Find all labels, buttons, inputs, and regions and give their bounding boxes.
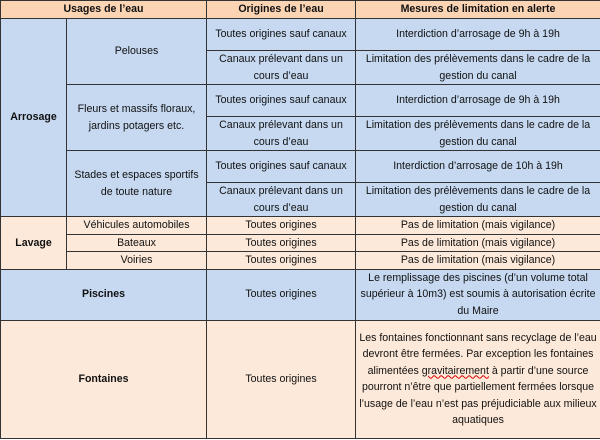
origin-cell: Toutes origines sauf canaux bbox=[206, 150, 356, 183]
measure-cell: Interdiction d’arrosage de 10h à 19h bbox=[355, 150, 600, 183]
usage-cell: Pelouses bbox=[66, 18, 207, 85]
measure-cell: Interdiction d’arrosage de 9h à 19h bbox=[355, 18, 600, 51]
table-row: Stades et espaces sportifs de toute natu… bbox=[1, 150, 600, 217]
table-row: Lavage Véhicules automobiles Toutes orig… bbox=[0, 216, 600, 270]
usage-cell: Bateaux bbox=[66, 233, 207, 252]
measure-cell: Pas de limitation (mais vigilance) bbox=[355, 233, 600, 252]
origin-cell: Toutes origines bbox=[206, 233, 356, 252]
measure-cell: Interdiction d’arrosage de 9h à 19h bbox=[355, 84, 600, 117]
header-usages: Usages de l’eau bbox=[0, 0, 207, 19]
origin-cell: Canaux prélevant dans un cours d’eau bbox=[206, 116, 356, 151]
origin-cell: Canaux prélevant dans un cours d’eau bbox=[206, 182, 356, 217]
origin-cell: Toutes origines bbox=[206, 216, 356, 235]
measure-cell: Les fontaines fonctionnant sans recyclag… bbox=[355, 319, 600, 439]
spelling-flagged-word: gravitairement bbox=[421, 364, 489, 377]
measure-cell: Limitation des prélèvements dans le cadr… bbox=[355, 50, 600, 85]
usage-cell: Véhicules automobiles bbox=[66, 216, 207, 235]
measure-text: Les fontaines fonctionnant sans recyclag… bbox=[359, 331, 597, 377]
origin-cell: Toutes origines sauf canaux bbox=[206, 18, 356, 51]
measure-cell: Pas de limitation (mais vigilance) bbox=[355, 251, 600, 270]
table-row: Canaux prélevant dans un cours d’eau Lim… bbox=[1, 50, 600, 85]
origin-cell: Toutes origines bbox=[206, 319, 356, 439]
category-lavage: Lavage bbox=[0, 216, 67, 270]
table-row: Fontaines Toutes origines Les fontaines … bbox=[0, 319, 600, 439]
table-row: Arrosage Pelouses Toutes origines sauf c… bbox=[0, 18, 600, 217]
table-row: Canaux prélevant dans un cours d’eau Lim… bbox=[1, 116, 600, 151]
table-row: Canaux prélevant dans un cours d’eau Lim… bbox=[1, 182, 600, 217]
measure-cell: Limitation des prélèvements dans le cadr… bbox=[355, 116, 600, 151]
table-row: Voiries Toutes origines Pas de limitatio… bbox=[1, 251, 600, 270]
table-row: Bateaux Toutes origines Pas de limitatio… bbox=[1, 233, 600, 252]
usage-cell: Voiries bbox=[66, 251, 207, 270]
measure-cell: Limitation des prélèvements dans le cadr… bbox=[355, 182, 600, 217]
category-fontaines: Fontaines bbox=[0, 319, 207, 439]
header-row: Usages de l’eau Origines de l’eau Mesure… bbox=[0, 0, 600, 19]
table-row: Fleurs et massifs floraux, jardins potag… bbox=[1, 84, 600, 151]
origin-cell: Canaux prélevant dans un cours d’eau bbox=[206, 50, 356, 85]
category-piscines: Piscines bbox=[0, 268, 207, 321]
measure-cell: Pas de limitation (mais vigilance) bbox=[355, 216, 600, 235]
measure-cell: Le remplissage des piscines (d’un volume… bbox=[355, 268, 600, 321]
usage-cell: Stades et espaces sportifs de toute natu… bbox=[66, 150, 207, 217]
origin-cell: Toutes origines bbox=[206, 268, 356, 321]
header-origines: Origines de l’eau bbox=[206, 0, 356, 19]
header-mesures: Mesures de limitation en alerte bbox=[355, 0, 600, 19]
category-arrosage: Arrosage bbox=[0, 18, 67, 217]
origin-cell: Toutes origines bbox=[206, 251, 356, 270]
measure-text: à partir d’une source pourront n’être qu… bbox=[359, 364, 597, 427]
usage-cell: Fleurs et massifs floraux, jardins potag… bbox=[66, 84, 207, 151]
table-row: Piscines Toutes origines Le remplissage … bbox=[0, 268, 600, 321]
origin-cell: Toutes origines sauf canaux bbox=[206, 84, 356, 117]
